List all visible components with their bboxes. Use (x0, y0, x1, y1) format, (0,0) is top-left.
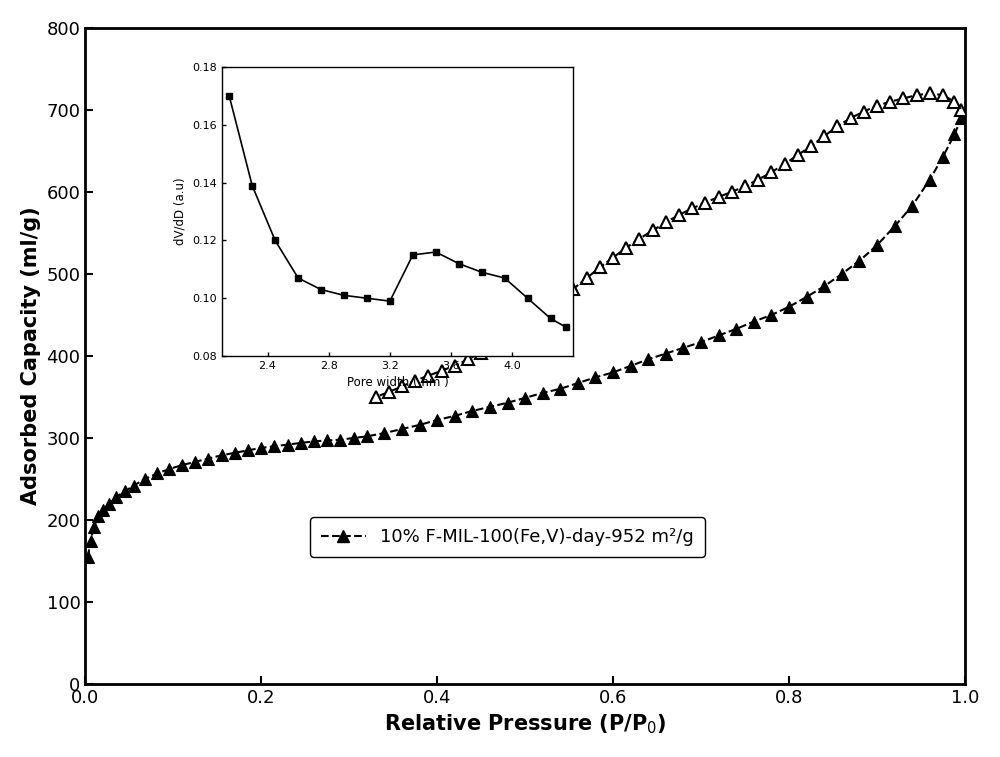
Legend: 10% F-MIL-100(Fe,V)-day-952 m²/g: 10% F-MIL-100(Fe,V)-day-952 m²/g (310, 517, 705, 557)
Y-axis label: Adsorbed Capacity (ml/g): Adsorbed Capacity (ml/g) (21, 207, 41, 506)
X-axis label: Relative Pressure (P/P$_0$): Relative Pressure (P/P$_0$) (384, 712, 666, 736)
